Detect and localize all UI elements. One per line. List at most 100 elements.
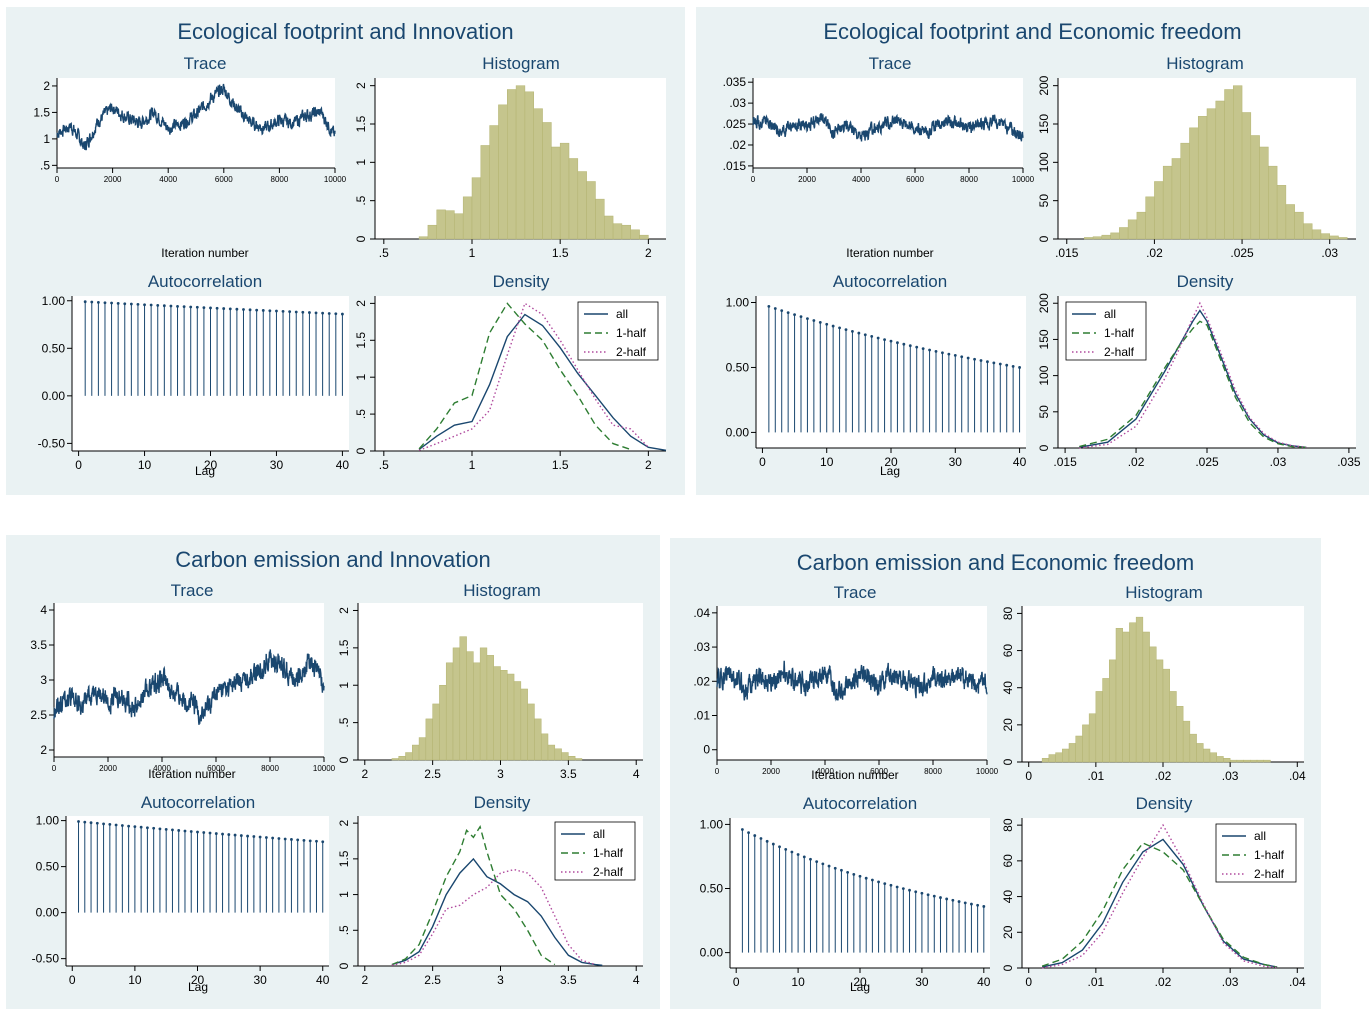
acf-point [827, 864, 831, 868]
y-tick-label: .025 [723, 117, 747, 131]
acf-point [268, 309, 272, 313]
histogram-bar [1088, 713, 1097, 763]
histogram-bar [1216, 756, 1224, 763]
histogram-bar [1075, 735, 1083, 763]
x-tick-label: .03 [1222, 975, 1239, 989]
y-tick-label: 1 [337, 891, 351, 898]
x-tick-label: .03 [1222, 769, 1239, 783]
x-tick-label: 0 [715, 767, 720, 776]
histogram-bar [473, 662, 481, 761]
acf-point [171, 828, 174, 832]
y-tick-label: 0.50 [726, 360, 750, 374]
acf-point [863, 333, 867, 337]
acf-point [152, 826, 156, 830]
y-tick-label: 0 [354, 447, 368, 454]
acf-point [973, 357, 976, 361]
acf-point [228, 307, 232, 311]
x-tick-label: 1.5 [552, 458, 569, 472]
panel-title: Carbon emission and Innovation [175, 547, 491, 572]
acf-point [176, 304, 179, 308]
acf-point [321, 840, 325, 844]
y-tick-label: 0 [337, 962, 351, 969]
y-tick-label: 1.5 [354, 115, 368, 132]
histogram-bar [1062, 748, 1070, 763]
histogram-bar [1109, 659, 1117, 763]
y-tick-label: .04 [693, 606, 710, 620]
x-tick-label: 10000 [324, 175, 347, 184]
y-tick-label: .5 [40, 158, 50, 172]
acf-point [784, 848, 788, 851]
acf-point [341, 312, 344, 316]
x-tick-label: 0 [759, 455, 766, 469]
y-tick-label: .5 [354, 409, 368, 419]
acf-point [831, 324, 835, 328]
x-tick-label: 10 [138, 458, 152, 472]
acf-point [773, 307, 777, 310]
y-tick-label: 20 [1001, 925, 1015, 939]
x-tick-label: 0 [52, 764, 57, 773]
density-line-all [418, 313, 667, 451]
histogram-bar [1162, 668, 1170, 763]
legend-label: 1-half [1254, 848, 1285, 862]
histogram-bar [1102, 678, 1110, 763]
acf-point [767, 304, 771, 308]
histogram-bar [432, 703, 440, 761]
legend-box [1065, 301, 1147, 361]
histogram-bar [1129, 622, 1137, 763]
acf-point [966, 356, 970, 360]
acf-point [976, 903, 980, 907]
acf-point [127, 824, 131, 828]
acf-point [895, 885, 899, 889]
acf-point [110, 301, 113, 305]
acf-point [264, 836, 268, 839]
acf-point [747, 831, 750, 834]
acf-point [182, 305, 186, 309]
acf-point [908, 344, 912, 348]
y-tick-label: 0 [1001, 964, 1015, 971]
histogram-bar [513, 681, 522, 761]
x-tick-label: 20 [191, 973, 205, 987]
histogram-bar [1149, 646, 1157, 763]
acf-point [123, 302, 127, 306]
x-tick-label: 40 [336, 458, 350, 472]
acf-point [852, 872, 856, 876]
x-tick-label: .5 [379, 246, 389, 260]
histogram-bar [1268, 165, 1278, 240]
x-tick-label: 30 [270, 458, 284, 472]
legend-label: 2-half [616, 345, 647, 359]
x-tick-label: .035 [1337, 455, 1361, 469]
acf-point [156, 303, 160, 307]
acf-point [283, 837, 287, 841]
x-tick-label: 6000 [215, 175, 233, 184]
histogram-bar [1182, 720, 1191, 763]
x-tick-label: .015 [1055, 246, 1079, 260]
y-tick-label: .03 [729, 96, 746, 110]
acf-point [846, 870, 850, 874]
acf-point [838, 326, 841, 330]
density-title: Density [474, 793, 531, 812]
x-tick-label: .04 [1289, 975, 1306, 989]
histogram-bar [412, 744, 420, 761]
y-tick-label: 200 [1037, 293, 1051, 313]
x-tick-label: 30 [253, 973, 267, 987]
histogram-bar [527, 703, 535, 761]
density-line-1-half [1041, 842, 1278, 968]
density-plot: 2 2.5 3 3.5 4 0 .5 1 1.5 2 all 1-half 2-half [337, 816, 643, 987]
histogram-bar [551, 146, 561, 240]
x-tick-label: 0 [1025, 769, 1032, 783]
y-tick-label: -0.50 [38, 436, 66, 450]
acf-point [114, 823, 118, 827]
histogram-bar [621, 224, 631, 240]
acf-point [281, 309, 285, 313]
histogram-bar [1142, 631, 1150, 763]
y-tick-label: 50 [1037, 194, 1051, 208]
histogram-bar [1197, 116, 1208, 240]
acf-point [133, 825, 137, 829]
acf-point [883, 882, 887, 885]
x-tick-label: .025 [1195, 455, 1219, 469]
histogram-bar [427, 224, 437, 240]
acf-point [327, 312, 331, 315]
acf-point [315, 839, 318, 843]
acf-point [815, 860, 819, 864]
histogram-title: Histogram [482, 54, 559, 73]
